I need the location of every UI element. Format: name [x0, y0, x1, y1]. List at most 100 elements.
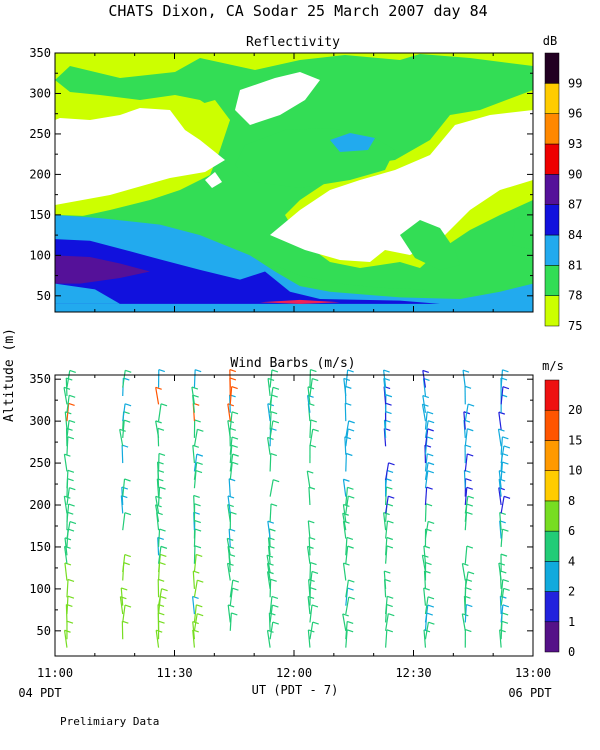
wind-barb-flag: [68, 402, 75, 407]
wind-barb-flag: [342, 613, 349, 617]
wind-barb-flag: [385, 394, 393, 398]
wind-barb: [308, 487, 311, 506]
wind-barb: [383, 512, 387, 531]
wind-barb-flag: [387, 595, 394, 599]
y-tick-label: 200: [29, 498, 51, 512]
wind-barb: [421, 404, 427, 422]
wind-barb: [498, 563, 502, 581]
wind-barb-flag: [347, 486, 354, 490]
wind-barb-flag: [465, 478, 472, 482]
wind-barb-flag: [502, 461, 509, 465]
wind-barb-flag: [312, 378, 319, 382]
wind-barb-flag: [269, 528, 276, 532]
refl-band-90-strip: [260, 299, 340, 304]
wind-barb: [345, 537, 348, 556]
wind-barb: [422, 378, 427, 397]
wind-barb-flag: [196, 453, 204, 457]
wind-barb: [345, 428, 349, 447]
wind-barb: [267, 537, 271, 556]
wind-barb: [385, 545, 388, 564]
wind-barbs: [63, 369, 511, 648]
x-tick-label: 12:30: [395, 666, 431, 680]
wind-barb-flag: [68, 503, 75, 507]
colorbar-label: 20: [568, 403, 582, 417]
wind-barb: [192, 621, 196, 640]
wind-barb-flag: [156, 629, 163, 633]
wind-barb-flag: [385, 410, 392, 415]
wind-barb: [424, 596, 429, 615]
wind-barb-flag: [500, 553, 508, 557]
wind-barb-flag: [427, 596, 435, 600]
wind-barb-flag: [231, 444, 238, 448]
wind-barb: [63, 630, 68, 648]
colorbar-label: 93: [568, 137, 582, 151]
wind-barb: [193, 604, 197, 623]
wind-barb: [309, 378, 313, 397]
wind-barb: [345, 629, 348, 648]
wind-barb: [498, 487, 502, 506]
wind-barb: [266, 563, 271, 581]
wind-barb: [119, 429, 124, 447]
wind-barb: [345, 621, 348, 640]
wind-barb-flag: [310, 561, 317, 566]
wind-barb-flag: [228, 604, 235, 608]
wind-barb: [267, 521, 271, 539]
wind-barb: [66, 420, 70, 438]
wind-barb-flag: [267, 520, 275, 524]
wind-barb: [309, 429, 314, 447]
wind-barb-flag: [159, 486, 166, 490]
wind-units: m/s: [542, 359, 564, 373]
x-tick-labels: 11:00 11:30 12:00 12:30 13:00: [37, 666, 551, 680]
wind-barb: [157, 403, 162, 422]
wind-barb: [383, 369, 387, 388]
wind-barb: [155, 504, 160, 522]
wind-barb: [64, 562, 68, 581]
wind-barb: [498, 470, 502, 489]
wind-barb: [64, 546, 68, 564]
wind-barb-flag: [232, 587, 239, 591]
wind-barb: [461, 563, 466, 581]
wind-barb: [227, 403, 231, 422]
wind-barb: [500, 588, 505, 606]
wind-barb-flag: [467, 495, 475, 499]
wind-barb-flag: [386, 486, 393, 490]
wind-barb-flag: [270, 411, 278, 415]
colorbar-label: 4: [568, 554, 575, 568]
wind-barb-flag: [384, 570, 391, 574]
colorbar-swatch: [544, 234, 560, 266]
colorbar-label: 99: [568, 76, 582, 90]
wind-barb-flag: [232, 461, 239, 465]
wind-barb: [385, 613, 389, 631]
wind-barb-flag: [194, 528, 202, 532]
wind-barb-flag: [232, 579, 240, 583]
wind-barb-flag: [423, 545, 431, 549]
colorbar-swatch: [544, 591, 560, 623]
wind-barb-flag: [347, 587, 354, 591]
colorbar-swatch: [544, 265, 560, 296]
wind-barb-flag: [310, 419, 317, 423]
wind-barb: [66, 579, 69, 598]
wind-barb: [228, 478, 231, 497]
wind-barb: [500, 369, 504, 388]
y-tick-label: 100: [29, 582, 51, 596]
wind-barb-flag: [467, 403, 475, 407]
wind-barb-flag: [272, 604, 279, 608]
y-tick-label: 300: [29, 414, 51, 428]
wind-barb: [308, 537, 311, 556]
colorbar-swatch: [544, 470, 560, 502]
wind-barb-flag: [503, 445, 511, 449]
wind-barb-flag: [502, 528, 509, 532]
reflectivity-colorbar: 75 78 81 84 87 90 93 96 99: [544, 52, 582, 333]
reflectivity-title: Reflectivity: [246, 35, 340, 50]
wind-barb: [227, 495, 231, 514]
wind-barb-flag: [69, 487, 76, 491]
wind-barb-flag: [427, 470, 434, 474]
wind-barb-flag: [67, 469, 75, 473]
wind-barb-flag: [465, 587, 472, 591]
wind-barb: [266, 555, 271, 573]
wind-barb: [122, 403, 126, 422]
wind-barb-flag: [423, 587, 430, 591]
wind-barb: [500, 386, 504, 405]
wind-barb: [269, 387, 274, 405]
wind-barb: [423, 629, 427, 648]
